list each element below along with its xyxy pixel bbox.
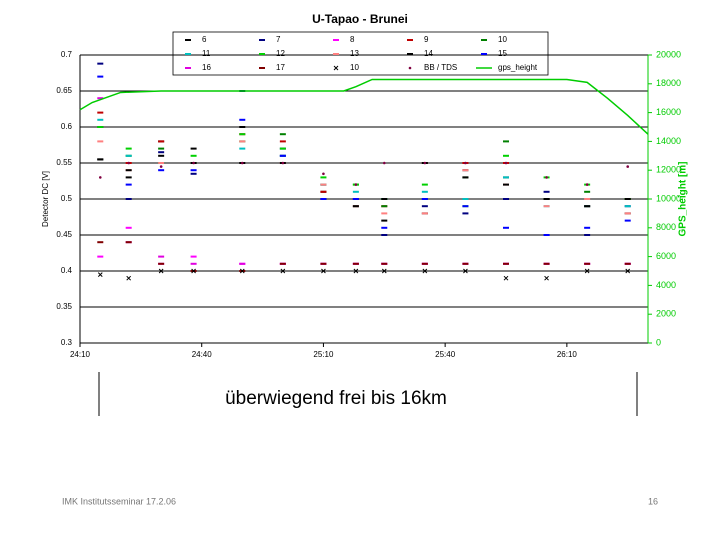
point — [382, 161, 386, 165]
point — [626, 165, 630, 168]
y2-tick-label: 20000 — [656, 49, 681, 59]
point — [353, 268, 359, 274]
footer: IMK Institutsseminar 17.2.06 — [62, 496, 176, 506]
legend-marker — [408, 66, 412, 70]
point — [98, 176, 102, 179]
point — [503, 275, 509, 281]
point — [321, 268, 326, 274]
point — [126, 275, 132, 281]
y2-tick-label: 12000 — [656, 165, 681, 175]
legend-label: 15 — [498, 49, 507, 58]
y2-tick-label: 16000 — [656, 107, 681, 117]
legend-label: 8 — [350, 35, 355, 44]
legend-label: 10 — [498, 35, 507, 44]
y-tick-label: 0.45 — [56, 230, 72, 239]
point — [280, 268, 286, 274]
legend-label: 17 — [276, 63, 285, 72]
x-tick-label: 24:10 — [70, 350, 91, 359]
point — [158, 268, 164, 274]
y2-tick-label: 10000 — [656, 193, 681, 203]
line-series — [79, 78, 649, 135]
point — [585, 183, 589, 186]
legend-marker — [333, 65, 339, 71]
caption: überwiegend frei bis 16km — [225, 388, 447, 409]
point — [504, 161, 508, 165]
chart-title: U-Tapao - Brunei — [312, 12, 408, 26]
point — [423, 161, 427, 165]
legend-label: gps_height — [498, 63, 538, 72]
point — [354, 183, 358, 186]
y2-tick-label: 0 — [656, 337, 661, 347]
legend-label: 12 — [276, 49, 285, 58]
legend-label: 10 — [350, 63, 359, 72]
y2-tick-label: 14000 — [656, 136, 681, 146]
legend-label: 6 — [202, 35, 207, 44]
legend-label: 14 — [424, 49, 433, 58]
y-tick-label: 0.5 — [61, 194, 73, 203]
x-tick-label: 24:40 — [192, 350, 213, 359]
y2-tick-label: 4000 — [656, 280, 676, 290]
x-tick-label: 26:10 — [557, 350, 578, 359]
point — [463, 268, 468, 274]
x-tick-label: 25:40 — [435, 350, 456, 359]
page-number: 16 — [648, 496, 658, 506]
point — [625, 268, 631, 274]
x-tick-label: 25:10 — [313, 350, 334, 359]
y-axis-title: Detector DC [V] — [41, 171, 50, 227]
y2-tick-label: 2000 — [656, 309, 676, 319]
y2-tick-label: 8000 — [656, 222, 676, 232]
y-tick-label: 0.4 — [61, 266, 73, 275]
point — [159, 165, 163, 168]
point — [544, 275, 549, 281]
legend-label: 7 — [276, 35, 281, 44]
point — [381, 268, 387, 274]
y-tick-label: 0.6 — [61, 122, 73, 131]
point — [464, 161, 467, 165]
legend-label: 16 — [202, 63, 211, 72]
point — [192, 161, 195, 165]
point — [191, 268, 196, 274]
point — [281, 161, 285, 165]
legend-label: 13 — [350, 49, 359, 58]
point — [422, 268, 428, 274]
point — [545, 176, 548, 179]
legend-label: 9 — [424, 35, 429, 44]
y-tick-label: 0.65 — [56, 86, 72, 95]
y-tick-label: 0.35 — [56, 302, 72, 311]
point — [127, 161, 130, 165]
point — [239, 268, 245, 274]
y2-axis-title: GPS_height [m] — [678, 161, 689, 236]
point — [584, 268, 590, 274]
y2-tick-label: 6000 — [656, 251, 676, 261]
point — [322, 172, 325, 176]
y2-tick-label: 18000 — [656, 78, 681, 88]
point — [240, 161, 244, 165]
y-tick-label: 0.3 — [61, 338, 73, 347]
legend-label: BB / TDS — [424, 63, 457, 72]
y-tick-label: 0.55 — [56, 158, 72, 167]
legend-label: 11 — [202, 49, 211, 58]
point — [97, 272, 103, 277]
y-tick-label: 0.7 — [61, 50, 73, 59]
